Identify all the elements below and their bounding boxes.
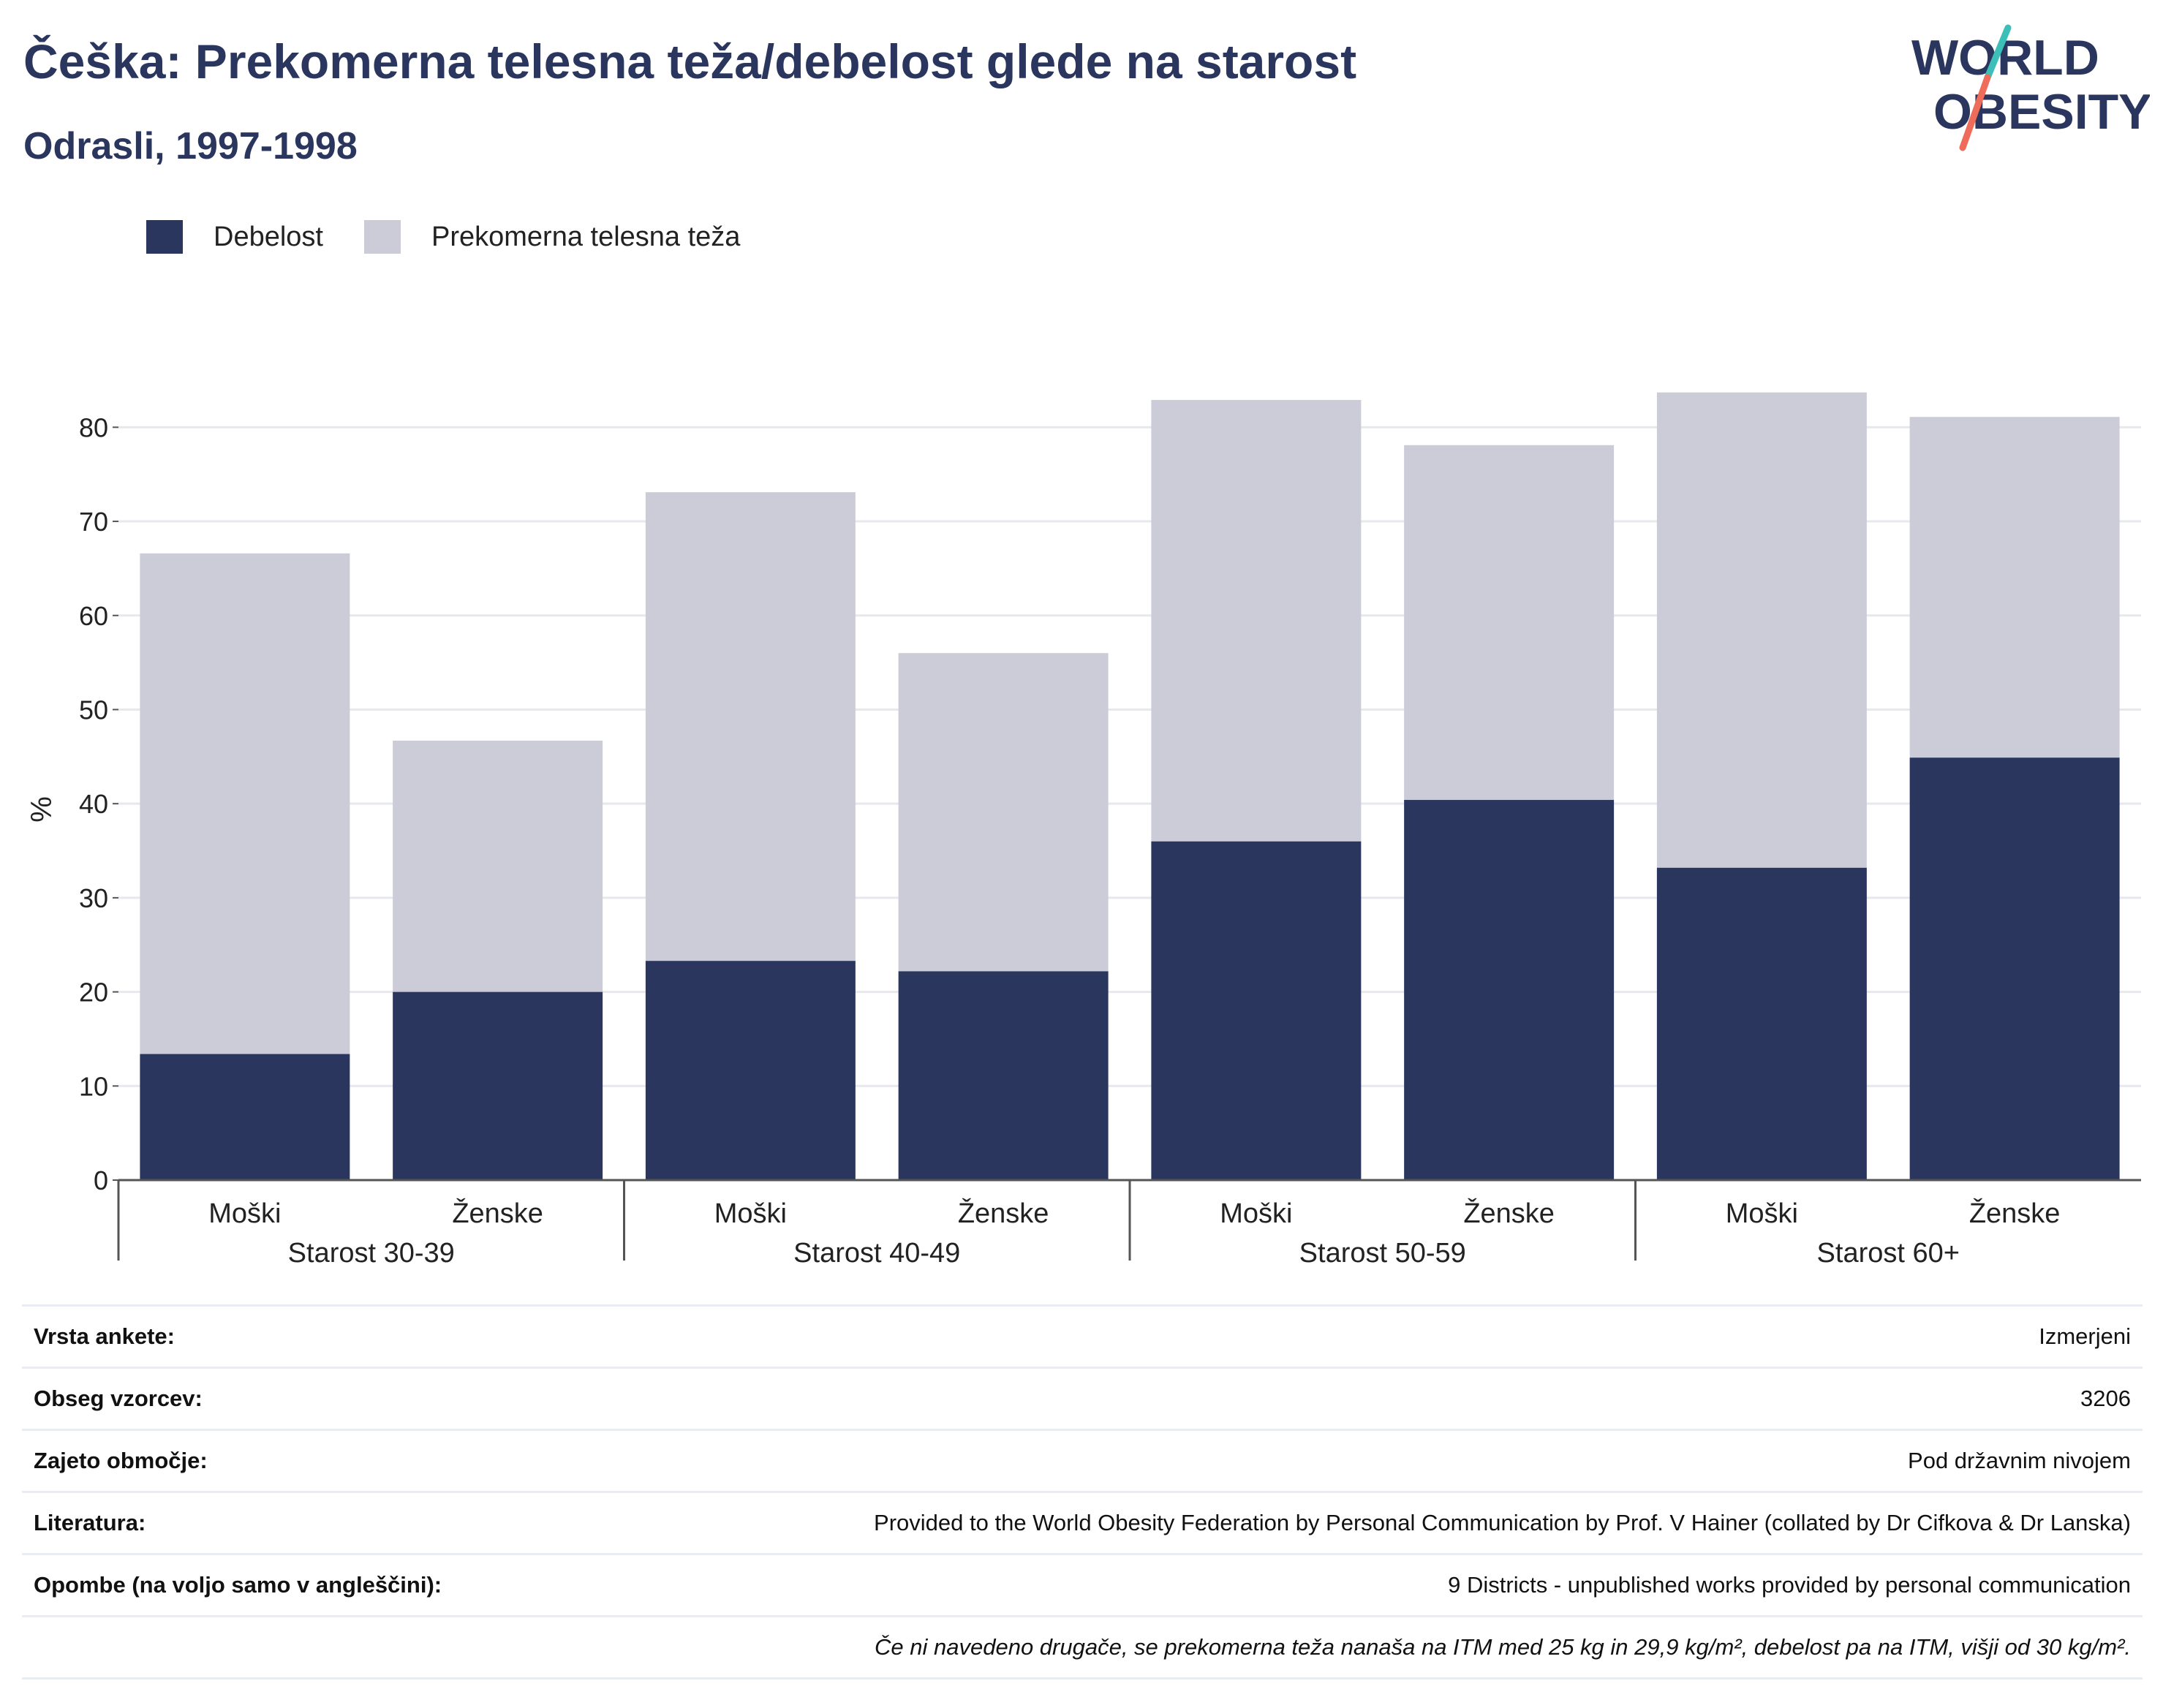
bar-overweight [645, 492, 856, 961]
bar-overweight [1151, 400, 1362, 842]
definition-note: Če ni navedeno drugače, se prekomerna te… [875, 1634, 2131, 1660]
survey-info-table: Vrsta ankete: Izmerjeni Obseg vzorcev: 3… [22, 1304, 2143, 1679]
info-value: Pod državnim nivojem [1908, 1448, 2131, 1473]
y-tick-label: 50 [79, 695, 108, 725]
group-label: Starost 40-49 [793, 1238, 960, 1269]
group-label: Starost 60+ [1817, 1238, 1960, 1269]
bar-overweight [393, 740, 603, 992]
group-label: Starost 50-59 [1299, 1238, 1466, 1269]
x-tick-label: Moški [208, 1198, 281, 1229]
legend-label-overweight: Prekomerna telesna teža [431, 221, 741, 252]
logo-slash-bottom [1959, 74, 1991, 151]
bar-obesity [645, 961, 856, 1180]
info-row-notes: Opombe (na voljo samo v angleščini): 9 D… [22, 1553, 2143, 1615]
bar-obesity [1404, 800, 1615, 1180]
info-row-coverage: Zajeto območje: Pod državnim nivojem [22, 1429, 2143, 1491]
y-tick-label: 80 [79, 412, 108, 442]
y-tick-label: 10 [79, 1071, 108, 1101]
info-label: Vrsta ankete: [34, 1323, 175, 1349]
bar-obesity [393, 991, 603, 1180]
info-row-survey-type: Vrsta ankete: Izmerjeni [22, 1304, 2143, 1367]
legend-label-obesity: Debelost [214, 221, 323, 252]
info-value: Provided to the World Obesity Federation… [874, 1510, 2131, 1535]
bar-obesity [1151, 841, 1362, 1180]
y-tick-label: 0 [94, 1165, 108, 1195]
bar-obesity [140, 1054, 350, 1180]
info-row-definition-note: Če ni navedeno drugače, se prekomerna te… [22, 1615, 2143, 1679]
info-row-sample-size: Obseg vzorcev: 3206 [22, 1367, 2143, 1429]
logo-slash-top [1984, 24, 2012, 81]
y-axis-label: % [26, 796, 58, 823]
x-tick-label: Ženske [1463, 1198, 1555, 1229]
bar-overweight [1909, 417, 2120, 758]
bar-overweight [1656, 392, 1867, 868]
info-label: Obseg vzorcev: [34, 1386, 203, 1411]
y-tick-label: 70 [79, 507, 108, 537]
legend-swatch-overweight [363, 220, 401, 254]
x-tick-label: Moški [1726, 1198, 1798, 1229]
chart-subtitle: Odrasli, 1997-1998 [23, 125, 358, 167]
x-tick-label: Ženske [452, 1198, 543, 1229]
legend: Debelost Prekomerna telesna teža [146, 216, 781, 257]
y-tick-label: 60 [79, 601, 108, 631]
bar-obesity [1656, 867, 1867, 1180]
info-label: Zajeto območje: [34, 1448, 208, 1473]
legend-item-obesity[interactable]: Debelost [146, 220, 323, 254]
x-tick-label: Ženske [1969, 1198, 2061, 1229]
legend-swatch-obesity [146, 220, 183, 254]
legend-item-overweight[interactable]: Prekomerna telesna teža [363, 220, 741, 254]
chart-title: Češka: Prekomerna telesna teža/debelost … [23, 34, 1357, 88]
x-tick-label: Ženske [958, 1198, 1049, 1229]
bar-overweight [1404, 445, 1615, 801]
world-obesity-logo: WORLD OBESITY [1911, 24, 2150, 151]
bar-overweight [898, 653, 1109, 972]
info-label: Literatura: [34, 1510, 146, 1535]
bar-obesity [898, 971, 1109, 1180]
group-label: Starost 30-39 [288, 1238, 455, 1269]
info-value: 9 Districts - unpublished works provided… [1448, 1572, 2131, 1598]
bar-obesity [1909, 757, 2120, 1180]
info-value: Izmerjeni [2039, 1323, 2131, 1349]
bar-overweight [140, 553, 350, 1054]
info-row-references: Literatura: Provided to the World Obesit… [22, 1491, 2143, 1553]
y-tick-label: 20 [79, 978, 108, 1008]
y-tick-label: 30 [79, 883, 108, 913]
stacked-bar-chart: 0 10 20 30 40 50 60 70 80% Moški Ženske Moški Ženske… [26, 392, 2141, 1269]
x-tick-label: Moški [1220, 1198, 1292, 1229]
info-label: Opombe (na voljo samo v angleščini): [34, 1572, 442, 1598]
info-value: 3206 [2080, 1386, 2131, 1411]
x-tick-label: Moški [714, 1198, 787, 1229]
y-tick-label: 40 [79, 789, 108, 819]
